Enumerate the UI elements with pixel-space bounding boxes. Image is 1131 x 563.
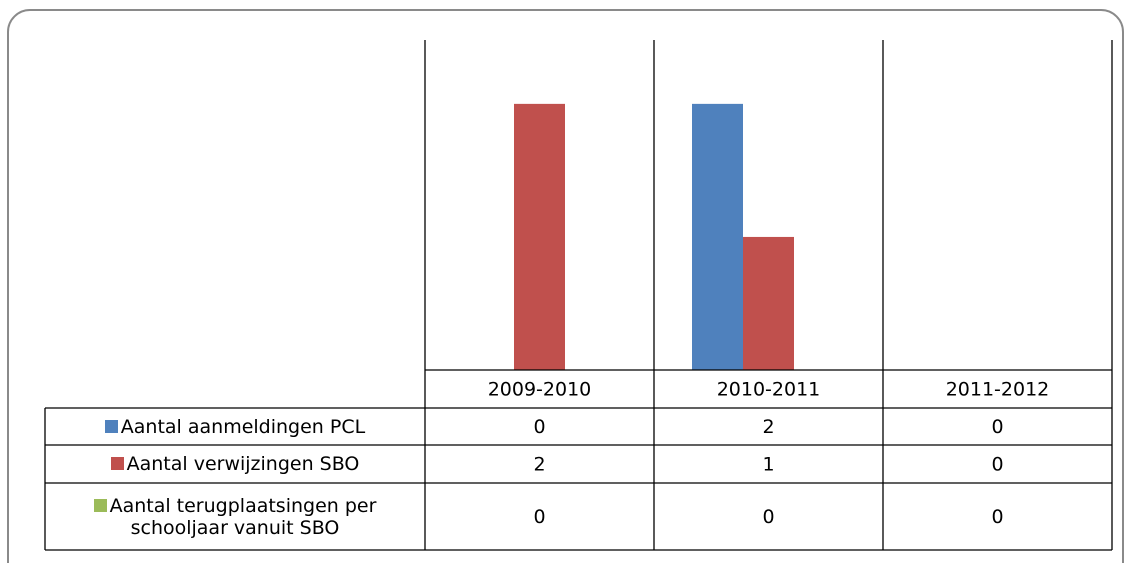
legend-swatch [93, 498, 107, 512]
category-label: 2010-2011 [717, 379, 821, 401]
legend-entry: Aantal terugplaatsingen per schooljaar v… [46, 495, 424, 539]
bar [692, 103, 743, 370]
table-value: 1 [762, 454, 774, 476]
bar [514, 103, 565, 370]
table-value: 2 [533, 454, 545, 476]
table-value: 0 [533, 416, 545, 438]
legend-text: Aantal verwijzingen SBO [126, 453, 360, 475]
category-label: 2009-2010 [488, 379, 592, 401]
legend-row-label: Aantal terugplaatsingen per schooljaar v… [46, 483, 424, 550]
table-value: 0 [762, 506, 774, 528]
legend-text: Aantal terugplaatsingen per schooljaar v… [109, 494, 377, 539]
legend-swatch [110, 457, 124, 470]
table-value: 0 [991, 454, 1003, 476]
table-value: 2 [762, 416, 774, 438]
table-value: 0 [533, 506, 545, 528]
table-value: 0 [991, 416, 1003, 438]
category-label: 2011-2012 [946, 379, 1050, 401]
legend-entry: Aantal verwijzingen SBO [110, 453, 360, 475]
legend-text: Aantal aanmeldingen PCL [120, 415, 366, 438]
legend-swatch [104, 419, 118, 433]
legend-entry: Aantal aanmeldingen PCL [104, 415, 366, 438]
legend-row-label: Aantal verwijzingen SBO [46, 445, 424, 483]
frame-border [7, 9, 1124, 563]
table-value: 0 [991, 506, 1003, 528]
bar [743, 236, 794, 370]
legend-row-label: Aantal aanmeldingen PCL [46, 408, 424, 445]
